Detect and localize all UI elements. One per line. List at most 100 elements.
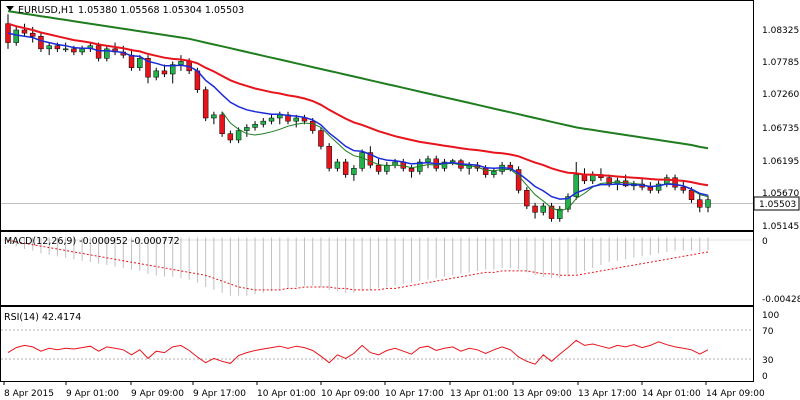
candle-bearish (227, 133, 234, 141)
candle-bullish (178, 61, 184, 65)
candle-bullish (441, 161, 448, 169)
rsi-panel[interactable] (0, 306, 754, 382)
candle-bullish (137, 58, 143, 68)
rsi-line (7, 339, 709, 365)
candle-bearish (161, 70, 168, 75)
time-label: 10 Apr 17:00 (385, 389, 444, 399)
moving-average-short-line (221, 111, 709, 212)
candle-bullish (425, 158, 431, 163)
rsi-axis-label: 0 (762, 372, 768, 382)
candle-bearish (71, 48, 77, 53)
candle-bearish (95, 45, 102, 59)
candle-bearish (29, 32, 36, 37)
candle-bearish (688, 190, 695, 200)
price-label: 1.05670 (762, 189, 799, 199)
candle-bullish (293, 117, 299, 122)
candle-bearish (342, 161, 349, 175)
candle-bullish (334, 161, 341, 169)
candle-bullish (557, 208, 563, 219)
time-label: 10 Apr 09:00 (321, 389, 380, 399)
time-label: 9 Apr 17:00 (193, 389, 246, 399)
candle-bullish (705, 199, 711, 208)
chart-menu-triangle-icon[interactable] (6, 6, 14, 11)
main-price-panel[interactable] (0, 0, 754, 231)
price-label: 1.05145 (762, 222, 799, 232)
symbol-label: EURUSD,H1 (18, 5, 74, 16)
candle-bullish (62, 48, 69, 51)
candle-bullish (211, 114, 217, 119)
candle-bullish (277, 114, 283, 119)
time-label: 14 Apr 01:00 (642, 389, 701, 399)
candle-bullish (46, 45, 52, 50)
candle-bearish (647, 186, 654, 191)
price-label: 1.07785 (762, 58, 799, 68)
time-label: 13 Apr 09:00 (513, 389, 572, 399)
candle-bearish (532, 205, 538, 213)
candle-bearish (128, 54, 135, 68)
time-label: 13 Apr 17:00 (578, 389, 637, 399)
candle-bullish (573, 174, 579, 197)
candle-bullish (244, 127, 250, 131)
rsi-axis-label: 100 (762, 311, 779, 321)
candle-bearish (680, 186, 687, 191)
candle-bullish (79, 48, 85, 53)
moving-average-fast-line (7, 32, 709, 200)
candle-bearish (318, 130, 324, 147)
time-axis: 8 Apr 2015 9 Apr 01:00 9 Apr 09:00 9 Apr 17… (3, 381, 765, 399)
candle-bullish (153, 70, 159, 78)
moving-average-slow-line (7, 10, 709, 150)
candle-bullish (565, 196, 571, 210)
candle-bearish (548, 205, 555, 219)
candle-bearish (408, 168, 415, 172)
candle-bullish (491, 171, 497, 175)
candle-bearish (375, 164, 382, 172)
candle-bearish (309, 120, 316, 131)
price-label: 1.08325 (762, 26, 799, 36)
candle-bullish (169, 64, 176, 75)
candle-bullish (351, 168, 357, 175)
price-axis: 1.08325 1.07785 1.07260 1.06735 1.06195 … (762, 26, 799, 232)
price-label: 1.07260 (762, 90, 799, 100)
current-price-label: 1.05503 (759, 200, 796, 210)
rsi-title: RSI(14) 42.4174 (4, 312, 81, 323)
candle-bearish (515, 169, 522, 191)
candle-bullish (104, 48, 110, 59)
time-label: 13 Apr 01:00 (450, 389, 509, 399)
candle-bullish (449, 160, 456, 163)
candle-bearish (524, 190, 530, 207)
candle-bullish (252, 124, 258, 128)
time-label: 9 Apr 01:00 (66, 389, 119, 399)
candle-bearish (38, 36, 44, 50)
macd-axis-label: 0 (762, 237, 768, 247)
candle-bullish (260, 120, 267, 125)
price-label: 1.06735 (762, 124, 799, 134)
macd-histogram (7, 237, 709, 296)
candle-bullish (359, 152, 365, 169)
candle-bearish (367, 152, 374, 166)
candle-bullish (235, 130, 242, 141)
time-label: 8 Apr 2015 (4, 389, 54, 399)
rsi-axis-label: 70 (762, 327, 774, 337)
candle-bearish (202, 89, 209, 119)
candle-bearish (326, 146, 332, 169)
candle-bearish (21, 29, 28, 34)
candle-bullish (384, 164, 390, 172)
time-label: 10 Apr 01:00 (257, 389, 316, 399)
time-label: 14 Apr 09:00 (706, 389, 765, 399)
candle-bullish (268, 117, 275, 122)
moving-average-mid-line (7, 22, 709, 187)
macd-title: MACD(12,26,9) -0.000952 -0.000772 (4, 236, 180, 247)
candle-bullish (655, 183, 662, 191)
macd-panel[interactable] (0, 231, 754, 306)
time-label: 9 Apr 09:00 (131, 389, 184, 399)
candle-bullish (13, 29, 19, 43)
candle-bullish (540, 205, 547, 213)
macd-axis-label: -0.004287 (762, 295, 800, 305)
current-price-tag (753, 196, 800, 211)
ohlc-label: 1.05380 1.05568 1.05304 1.05503 (78, 5, 244, 16)
candle-bearish (145, 58, 151, 78)
candle-bearish (54, 45, 61, 50)
price-label: 1.06195 (762, 157, 799, 167)
candle-bearish (672, 177, 678, 188)
